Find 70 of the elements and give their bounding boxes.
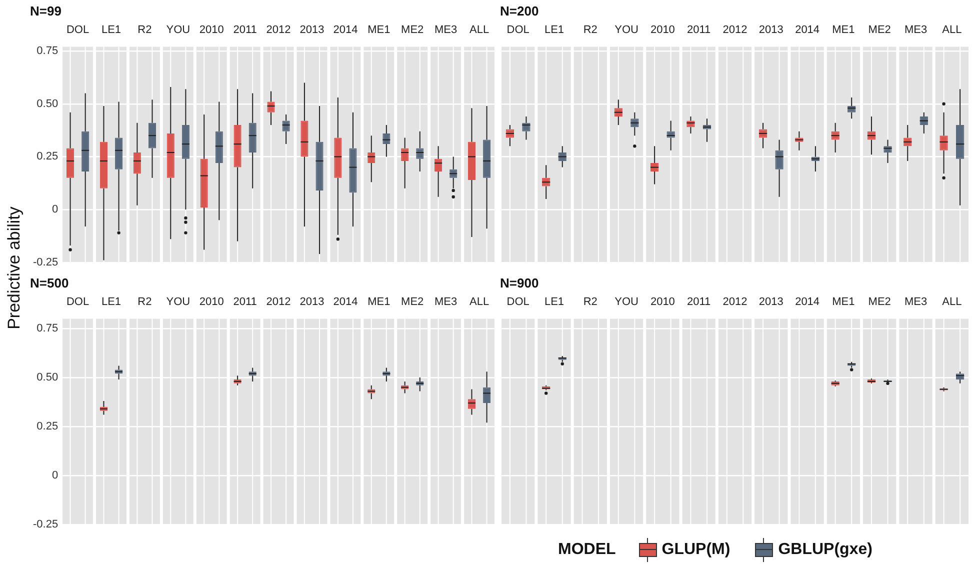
y-tick-label: 0.75 — [36, 45, 58, 58]
x-tick-label: 2014 — [333, 24, 358, 36]
x-tick-label: DOL — [66, 296, 90, 308]
x-tick-label: ME2 — [868, 24, 891, 36]
x-tick-label: R2 — [583, 296, 598, 308]
y-tick-label: 0.25 — [36, 150, 58, 163]
legend-label: GLUP(M) — [662, 541, 730, 559]
x-tick-label: 2010 — [199, 24, 224, 36]
x-tick-label: 2011 — [687, 296, 711, 308]
x-tick-label: DOL — [506, 24, 530, 36]
chart-title: N=200 — [500, 3, 539, 18]
x-tick-label: 2014 — [795, 296, 820, 308]
x-tick-label: ALL — [469, 24, 490, 36]
x-tick-label: ME1 — [368, 24, 390, 36]
x-tick-label: 2012 — [722, 296, 748, 308]
x-tick-label: YOU — [614, 24, 639, 36]
x-tick-label: YOU — [166, 296, 190, 308]
x-tick-label: 2013 — [300, 24, 324, 36]
x-tick-label: ME1 — [832, 296, 855, 308]
y-tick-label: 0 — [52, 469, 58, 482]
x-tick-label: ALL — [942, 24, 962, 36]
x-tick-label: ME3 — [434, 24, 458, 36]
x-tick-label: 2011 — [233, 296, 257, 308]
chart-title: N=900 — [500, 275, 539, 290]
x-tick-label: R2 — [583, 24, 598, 36]
x-tick-label: ME2 — [401, 296, 424, 308]
x-tick-label: ALL — [469, 296, 490, 308]
x-tick-label: 2012 — [266, 24, 291, 36]
x-tick-label: R2 — [138, 296, 152, 308]
x-tick-label: R2 — [138, 24, 152, 36]
y-tick-label: 0.50 — [36, 372, 58, 384]
y-tick-label: 0.75 — [36, 322, 58, 335]
x-tick-label: 2013 — [758, 296, 784, 308]
x-tick-label: YOU — [614, 296, 639, 308]
y-tick-label: 0 — [52, 204, 58, 216]
y-axis-title: Predictive ability — [4, 206, 24, 330]
x-tick-label: 2014 — [795, 24, 820, 36]
x-tick-label: ME2 — [868, 296, 891, 308]
chart-title: N=99 — [30, 3, 62, 18]
x-tick-label: LE1 — [101, 296, 122, 308]
y-tick-label: 0.50 — [36, 98, 58, 110]
legend-label: GBLUP(gxe) — [778, 541, 872, 559]
x-tick-label: LE1 — [101, 24, 122, 36]
x-tick-label: 2014 — [333, 296, 358, 308]
x-tick-label: 2010 — [199, 296, 224, 308]
x-tick-label: 2012 — [722, 24, 748, 36]
y-tick-label: 0.25 — [36, 420, 58, 433]
x-tick-label: ALL — [942, 296, 962, 308]
x-tick-label: 2013 — [300, 296, 324, 308]
x-tick-label: DOL — [66, 24, 90, 36]
x-tick-label: LE1 — [544, 296, 564, 308]
x-tick-label: ME3 — [904, 24, 928, 36]
y-tick-label: -0.25 — [32, 518, 58, 530]
legend-title: MODEL — [558, 541, 616, 559]
x-tick-label: ME2 — [401, 24, 424, 36]
x-tick-label: 2012 — [266, 296, 291, 308]
x-tick-label: 2013 — [758, 24, 784, 36]
x-tick-label: 2011 — [233, 24, 257, 36]
x-tick-label: YOU — [166, 24, 190, 36]
x-tick-label: ME3 — [434, 296, 458, 308]
x-tick-label: 2011 — [687, 24, 711, 36]
x-tick-label: ME1 — [832, 24, 855, 36]
x-tick-label: LE1 — [544, 24, 564, 36]
chart-title: N=500 — [30, 275, 69, 290]
x-tick-label: 2010 — [650, 24, 675, 36]
y-tick-label: -0.25 — [32, 256, 58, 268]
x-tick-label: ME3 — [904, 296, 928, 308]
x-tick-label: 2010 — [650, 296, 675, 308]
x-tick-label: DOL — [506, 296, 530, 308]
x-tick-label: ME1 — [368, 296, 390, 308]
